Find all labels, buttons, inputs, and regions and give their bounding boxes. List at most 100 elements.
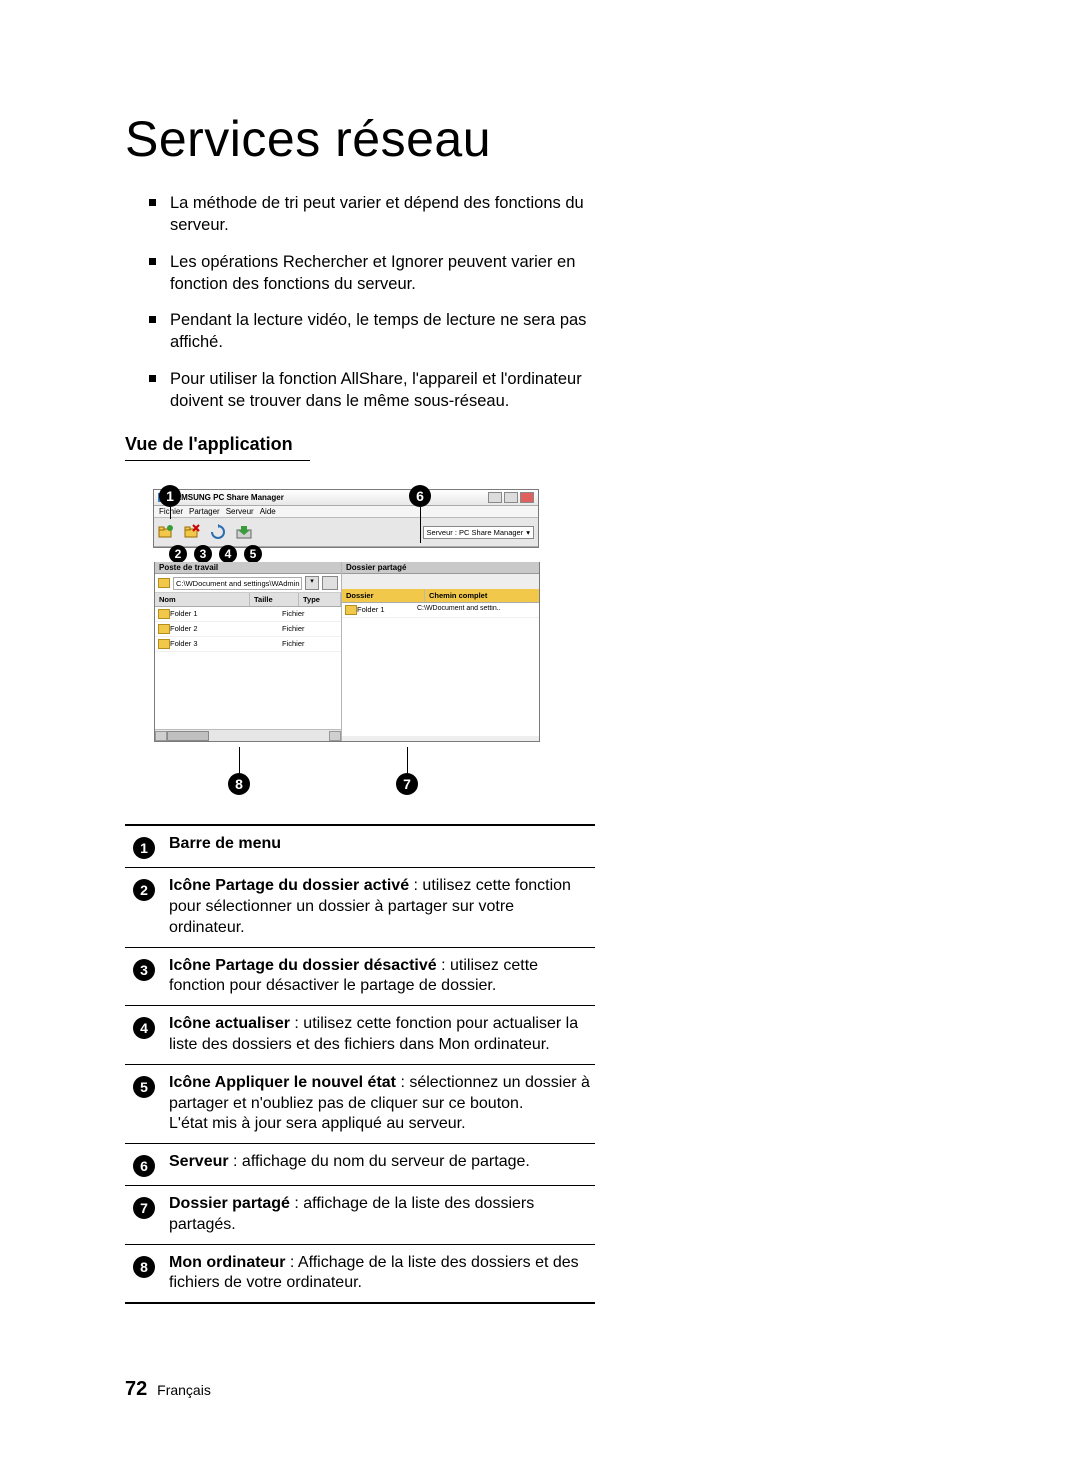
right-grid-header: Dossier Chemin complet [342,589,539,603]
left-pane-title: Poste de travail [155,562,341,574]
toolbar: Serveur : PC Share Manager▾ [154,518,538,547]
bullet-item: Pendant la lecture vidéo, le temps de le… [149,309,595,354]
col-name[interactable]: Nom [155,593,250,606]
right-pane: Dossier partagé Dossier Chemin complet F… [342,562,539,741]
table-row[interactable]: Folder 1C:\WDocument and settin.. [342,603,539,618]
left-grid-header: Nom Taille Type [155,593,341,607]
legend-num: 3 [133,959,155,981]
legend-text: Icône actualiser : utilisez cette foncti… [169,1014,595,1056]
bullet-marker [149,375,156,382]
legend-text: Icône Appliquer le nouvel état : sélecti… [169,1073,595,1135]
bullet-text: La méthode de tri peut varier et dépend … [170,192,595,237]
row-name: Folder 3 [170,639,242,649]
right-grid-body: Folder 1C:\WDocument and settin.. [342,603,539,736]
bullet-marker [149,199,156,206]
bullet-list: La méthode de tri peut varier et dépend … [149,192,595,412]
col-size[interactable]: Taille [250,593,299,606]
page-title: Services réseau [125,110,595,168]
window-title: SAMSUNG PC Share Manager [170,493,284,502]
bullet-text: Pour utiliser la fonction AllShare, l'ap… [170,368,595,413]
legend-text: Barre de menu [169,834,595,855]
legend-num: 5 [133,1076,155,1098]
share-disable-icon[interactable] [184,524,200,540]
bullet-item: La méthode de tri peut varier et dépend … [149,192,595,237]
bullet-marker [149,258,156,265]
legend-row: 7 Dossier partagé : affichage de la list… [125,1186,595,1245]
path-dropdown-button[interactable]: ▾ [305,576,319,590]
callout-2: 2 [169,545,187,563]
up-folder-button[interactable] [322,576,338,590]
bullet-item: Les opérations Rechercher et Ignorer peu… [149,251,595,296]
callout-1: 1 [159,485,181,507]
folder-icon [345,605,357,615]
folder-icon [158,639,170,649]
menu-item[interactable]: Partager [189,507,220,516]
callout-3: 3 [194,545,212,563]
row-type: Fichier [282,639,341,649]
minimize-button[interactable] [488,492,502,503]
legend-num: 4 [133,1017,155,1039]
apply-state-icon[interactable] [236,524,252,540]
refresh-icon[interactable] [210,524,226,540]
legend-num: 8 [133,1256,155,1278]
page-language: Français [157,1382,211,1398]
legend-row: 6 Serveur : affichage du nom du serveur … [125,1144,595,1186]
col-folder[interactable]: Dossier [342,589,425,602]
close-button[interactable] [520,492,534,503]
callout-line [407,747,408,775]
legend-text: Dossier partagé : affichage de la liste … [169,1194,595,1236]
scroll-thumb[interactable] [167,731,209,741]
legend-table: 1 Barre de menu 2 Icône Partage du dossi… [125,824,595,1304]
left-pane: Poste de travail C:\WDocument and settin… [155,562,342,741]
path-input[interactable]: C:\WDocument and settings\WAdmin [173,577,302,590]
callout-line [170,507,171,519]
row-type: Fichier [282,609,341,619]
folder-icon [158,578,170,588]
legend-text: Icône Partage du dossier activé : utilis… [169,876,595,938]
bullet-text: Pendant la lecture vidéo, le temps de le… [170,309,595,354]
row-name: Folder 1 [357,605,417,615]
maximize-button[interactable] [504,492,518,503]
callout-5: 5 [244,545,262,563]
legend-row: 2 Icône Partage du dossier activé : util… [125,868,595,947]
legend-row: 4 Icône actualiser : utilisez cette fonc… [125,1006,595,1065]
table-row[interactable]: Folder 2Fichier [155,622,341,637]
menu-item[interactable]: Aide [260,507,276,516]
col-type[interactable]: Type [299,593,341,606]
menu-item[interactable]: Fichier [159,507,183,516]
table-row[interactable]: Folder 3 Fichier [155,637,341,652]
legend-num: 2 [133,879,155,901]
left-grid-body: Folder 1Fichier Folder 2Fichier Folder 3… [155,607,341,729]
legend-text: Icône Partage du dossier désactivé : uti… [169,956,595,998]
bullet-marker [149,316,156,323]
legend-num: 6 [133,1155,155,1177]
row-path: C:\WDocument and settin.. [417,605,539,615]
menubar: Fichier Partager Serveur Aide [154,506,538,518]
table-row[interactable]: Folder 1Fichier [155,607,341,622]
legend-num: 1 [133,837,155,859]
callout-line [239,747,240,775]
callout-7: 7 [396,773,418,795]
app-window: SAMSUNG PC Share Manager Fichier Partage… [153,489,539,548]
folder-icon [158,609,170,619]
share-enable-icon[interactable] [158,524,174,540]
chevron-down-icon: ▾ [526,528,530,537]
screenshot-figure: 1 6 SAMSUNG PC Share Manager Fichier Par… [125,489,595,798]
legend-text: Mon ordinateur : Affichage de la liste d… [169,1253,595,1295]
h-scrollbar[interactable] [155,729,341,741]
legend-row: 3 Icône Partage du dossier désactivé : u… [125,948,595,1007]
callout-4: 4 [219,545,237,563]
legend-text: Serveur : affichage du nom du serveur de… [169,1152,595,1173]
menu-item[interactable]: Serveur [226,507,254,516]
bullet-text: Les opérations Rechercher et Ignorer peu… [170,251,595,296]
legend-row: 5 Icône Appliquer le nouvel état : sélec… [125,1065,595,1144]
bullet-item: Pour utiliser la fonction AllShare, l'ap… [149,368,595,413]
callout-line [420,507,421,543]
window-controls [488,492,534,503]
section-heading: Vue de l'application [125,434,310,461]
server-selector[interactable]: Serveur : PC Share Manager▾ [423,526,534,539]
col-path[interactable]: Chemin complet [425,589,539,602]
right-pane-title: Dossier partagé [342,562,539,574]
row-name: Folder 2 [170,624,242,634]
callout-8: 8 [228,773,250,795]
